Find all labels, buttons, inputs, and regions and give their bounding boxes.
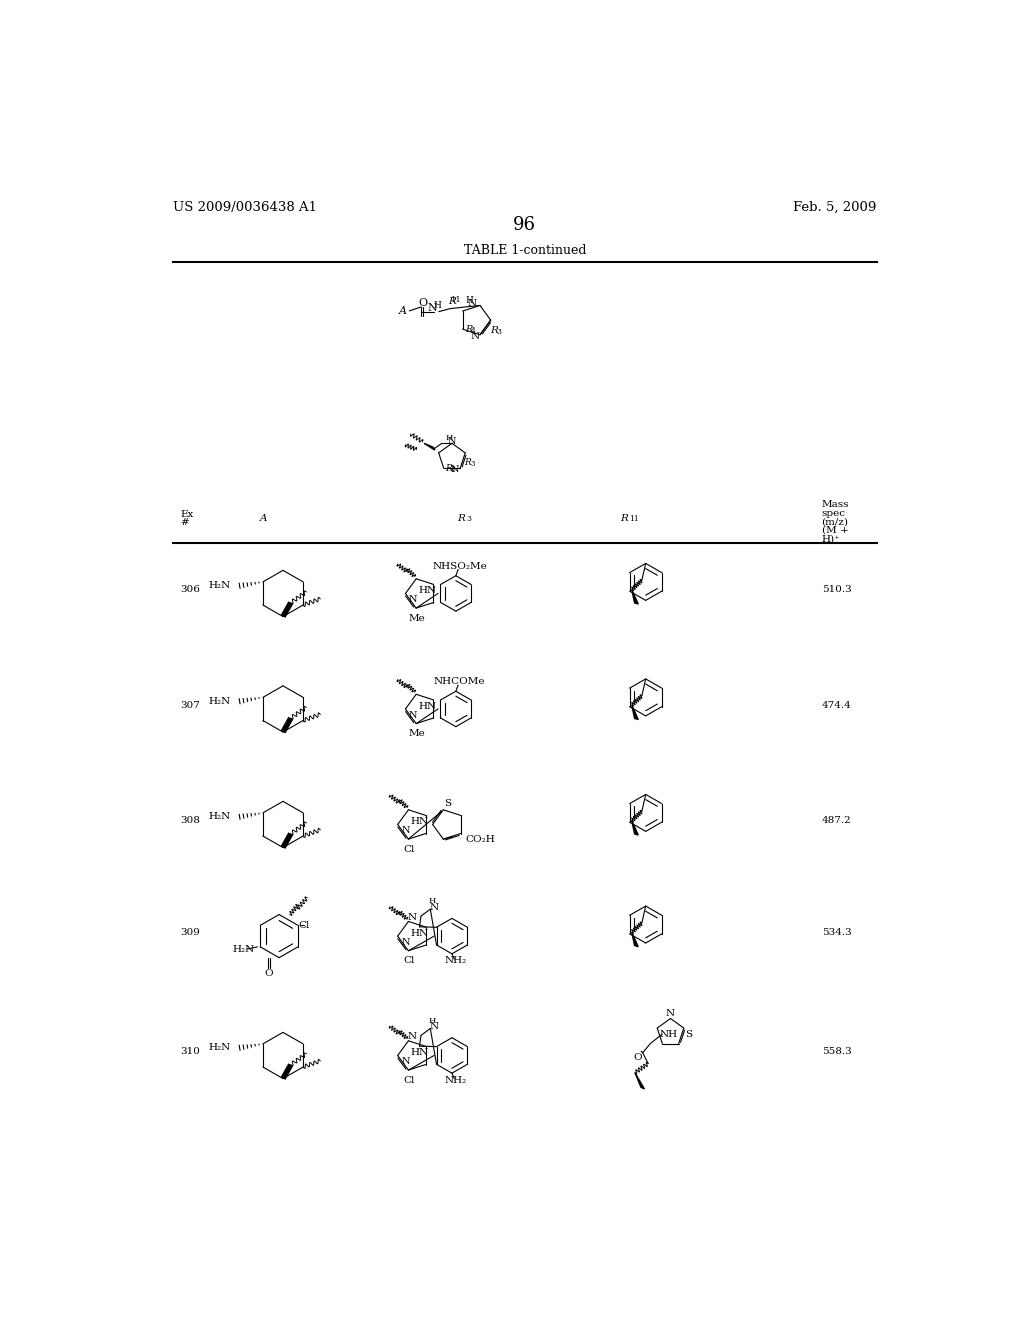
Text: (m/z): (m/z)	[821, 517, 849, 527]
Text: 4: 4	[471, 326, 476, 335]
Text: NHCOMe: NHCOMe	[434, 677, 485, 686]
Text: N: N	[401, 937, 410, 946]
Text: N: N	[447, 437, 457, 446]
Text: NH₂: NH₂	[444, 1076, 467, 1085]
Text: spec: spec	[821, 510, 846, 517]
Text: HN: HN	[411, 817, 429, 826]
Text: Cl: Cl	[403, 1076, 415, 1085]
Polygon shape	[632, 821, 638, 836]
Text: N: N	[401, 826, 410, 836]
Text: N: N	[408, 1032, 417, 1041]
Text: R: R	[621, 515, 628, 523]
Text: 474.4: 474.4	[821, 701, 851, 710]
Text: N: N	[408, 913, 417, 923]
Polygon shape	[632, 590, 638, 605]
Text: R: R	[445, 463, 452, 473]
Text: N: N	[430, 1023, 438, 1031]
Text: R: R	[464, 458, 471, 467]
Text: N: N	[451, 466, 459, 474]
Text: H: H	[429, 1016, 436, 1024]
Text: N: N	[428, 302, 437, 313]
Text: CO₂H: CO₂H	[465, 834, 495, 843]
Text: 534.3: 534.3	[821, 928, 851, 937]
Text: H: H	[429, 898, 436, 906]
Text: N: N	[468, 298, 476, 308]
Text: R: R	[458, 515, 465, 523]
Polygon shape	[635, 1073, 644, 1089]
Text: H: H	[465, 296, 473, 305]
Text: 309: 309	[180, 928, 201, 937]
Text: NH₂: NH₂	[444, 956, 467, 965]
Text: H₂N: H₂N	[208, 697, 230, 706]
Text: 3: 3	[497, 329, 502, 337]
Text: TABLE 1-continued: TABLE 1-continued	[464, 244, 586, 257]
Text: A: A	[399, 306, 408, 315]
Text: N: N	[430, 903, 438, 912]
Text: 487.2: 487.2	[821, 816, 851, 825]
Polygon shape	[632, 932, 638, 946]
Text: R: R	[490, 326, 499, 335]
Text: Feb. 5, 2009: Feb. 5, 2009	[794, 201, 877, 214]
Text: HN: HN	[411, 929, 429, 937]
Text: 96: 96	[513, 216, 537, 234]
Text: O: O	[418, 298, 427, 308]
Text: NH: NH	[659, 1030, 677, 1039]
Text: Cl: Cl	[403, 845, 415, 854]
Text: Me: Me	[409, 614, 425, 623]
Text: N: N	[401, 1057, 410, 1067]
Text: Ex: Ex	[180, 510, 195, 519]
Text: O: O	[265, 969, 273, 978]
Text: H)⁺: H)⁺	[821, 535, 841, 544]
Text: Me: Me	[409, 729, 425, 738]
Text: N: N	[471, 331, 480, 341]
Text: 11: 11	[452, 296, 462, 304]
Text: 307: 307	[180, 701, 201, 710]
Polygon shape	[632, 705, 638, 719]
Text: 3: 3	[466, 515, 471, 523]
Text: 11: 11	[629, 515, 638, 523]
Text: 308: 308	[180, 816, 201, 825]
Text: H: H	[445, 434, 454, 442]
Text: 306: 306	[180, 585, 201, 594]
Text: Cl: Cl	[298, 921, 309, 929]
Text: 510.3: 510.3	[821, 585, 851, 594]
Text: R: R	[449, 297, 456, 306]
Text: (M +: (M +	[821, 525, 848, 535]
Text: N: N	[409, 710, 418, 719]
Text: US 2009/0036438 A1: US 2009/0036438 A1	[173, 201, 317, 214]
Text: NHSO₂Me: NHSO₂Me	[432, 562, 487, 572]
Text: S: S	[685, 1030, 692, 1039]
Polygon shape	[424, 444, 435, 450]
Text: H₂N: H₂N	[208, 581, 230, 590]
Text: N: N	[409, 595, 418, 605]
Text: H₂N: H₂N	[208, 1043, 230, 1052]
Text: N: N	[666, 1010, 675, 1018]
Text: 3: 3	[470, 461, 474, 469]
Text: 558.3: 558.3	[821, 1047, 851, 1056]
Text: H: H	[433, 301, 441, 310]
Text: HN: HN	[411, 1048, 429, 1057]
Text: H₂N: H₂N	[208, 812, 230, 821]
Text: A: A	[260, 515, 267, 523]
Text: R: R	[465, 325, 472, 334]
Text: HN: HN	[418, 701, 436, 710]
Text: Cl: Cl	[403, 956, 415, 965]
Text: #: #	[180, 519, 189, 527]
Text: H₂N: H₂N	[232, 945, 255, 954]
Text: O: O	[633, 1053, 642, 1061]
Text: Mass: Mass	[821, 500, 849, 510]
Text: 310: 310	[180, 1047, 201, 1056]
Text: 4: 4	[451, 466, 456, 474]
Text: HN: HN	[418, 586, 436, 595]
Text: S: S	[444, 799, 452, 808]
